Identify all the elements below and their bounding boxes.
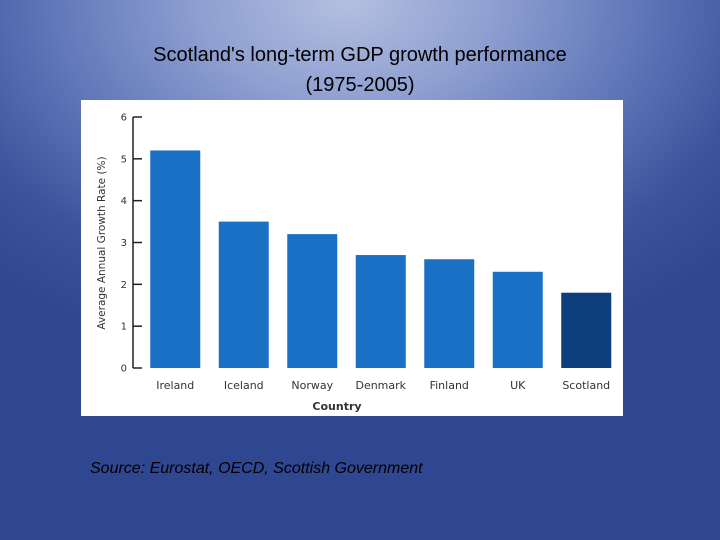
bar-finland bbox=[424, 259, 475, 368]
y-tick-label: 0 bbox=[121, 364, 127, 375]
y-tick-label: 4 bbox=[121, 196, 127, 207]
bars bbox=[150, 150, 612, 368]
x-axis-ticks: Ireland Iceland Norway Denmark Finland UK Scot… bbox=[156, 379, 610, 392]
y-tick-label: 3 bbox=[121, 238, 127, 249]
slide-title-line-1: Scotland's long-term GDP growth performa… bbox=[153, 44, 567, 66]
y-tick-label: 1 bbox=[121, 322, 127, 333]
bar-iceland bbox=[218, 221, 269, 368]
bar-norway bbox=[287, 234, 338, 368]
slide-title-line-2: (1975-2005) bbox=[305, 74, 415, 96]
chart-panel: 0 1 2 3 4 5 6 Ireland Iceland Norway Denmark Finla… bbox=[81, 100, 623, 416]
x-tick-label: Iceland bbox=[224, 379, 264, 392]
bar-ireland bbox=[150, 150, 201, 368]
x-tick-label: Ireland bbox=[156, 379, 194, 392]
x-tick-label: Denmark bbox=[355, 379, 406, 392]
y-axis-ticks: 0 1 2 3 4 5 6 bbox=[121, 113, 142, 375]
x-tick-label: Finland bbox=[430, 379, 469, 392]
source-note: Source: Eurostat, OECD, Scottish Governm… bbox=[90, 460, 423, 477]
y-axis-label: Average Annual Growth Rate (%) bbox=[96, 156, 108, 329]
x-tick-label: UK bbox=[510, 379, 526, 392]
bar-scotland bbox=[561, 292, 612, 368]
x-tick-label: Norway bbox=[291, 379, 333, 392]
y-tick-label: 6 bbox=[121, 113, 127, 124]
y-tick-label: 2 bbox=[121, 280, 127, 291]
bar-chart: 0 1 2 3 4 5 6 Ireland Iceland Norway Denmark Finla… bbox=[96, 113, 612, 413]
x-tick-label: Scotland bbox=[562, 379, 610, 392]
bar-denmark bbox=[355, 255, 406, 368]
y-tick-label: 5 bbox=[121, 154, 127, 165]
bar-uk bbox=[492, 271, 543, 368]
x-axis-label: Country bbox=[312, 400, 361, 413]
